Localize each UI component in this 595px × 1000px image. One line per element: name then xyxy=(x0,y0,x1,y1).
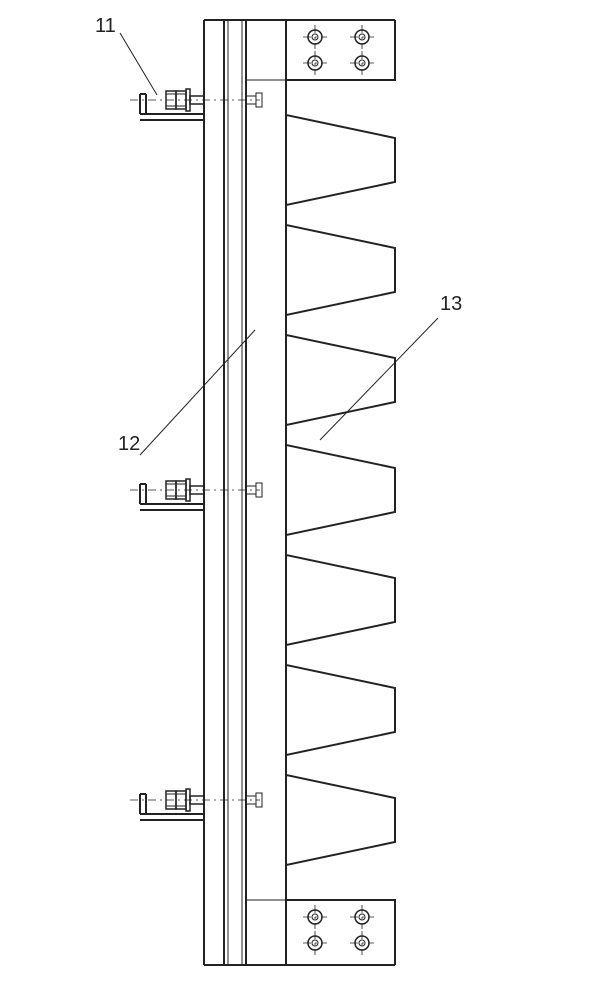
svg-text:12: 12 xyxy=(118,433,140,455)
svg-text:13: 13 xyxy=(440,293,462,315)
technical-drawing: 11 12 13 xyxy=(0,0,595,1000)
svg-text:11: 11 xyxy=(95,15,116,37)
